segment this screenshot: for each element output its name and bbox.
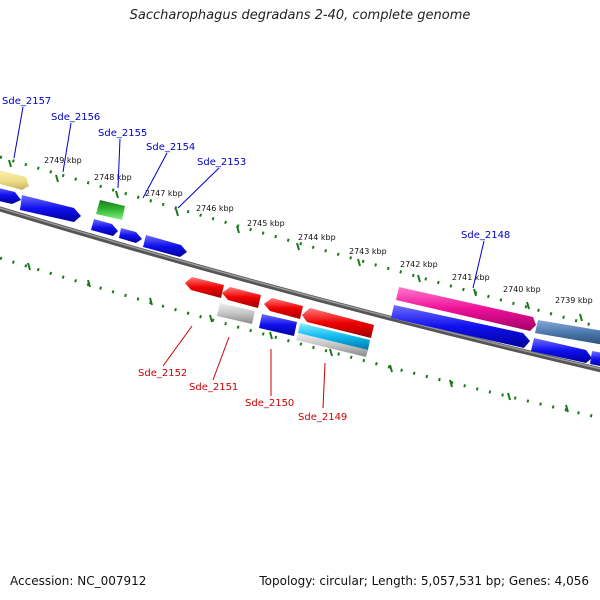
gene-label[interactable]: Sde_2153 <box>197 157 246 168</box>
gene-arrow[interactable] <box>590 351 600 368</box>
kbp-label: 2748 kbp <box>94 173 132 182</box>
genome-info-text: Topology: circular; Length: 5,057,531 bp… <box>259 574 589 588</box>
kbp-label: 2747 kbp <box>145 189 183 198</box>
gene-arrow[interactable] <box>391 305 530 348</box>
gene-arrow[interactable] <box>96 200 125 220</box>
kbp-label: 2742 kbp <box>400 260 438 269</box>
kbp-labels: 2749 kbp 2748 kbp 2747 kbp 2746 kbp 2745… <box>44 156 593 305</box>
gene-labels: Sde_2157 Sde_2156 Sde_2155 Sde_2154 Sde_… <box>2 96 510 423</box>
gene-arrow[interactable] <box>119 228 142 243</box>
gene-label[interactable]: Sde_2155 <box>98 128 147 139</box>
leader-lines <box>13 106 485 409</box>
kbp-label: 2745 kbp <box>247 219 285 228</box>
gene-label[interactable]: Sde_2156 <box>51 112 100 123</box>
kbp-label: 2740 kbp <box>503 285 541 294</box>
gene-arrow[interactable] <box>298 323 370 350</box>
kbp-label: 2739 kbp <box>555 296 593 305</box>
map-title: Saccharophagus degradans 2-40, complete … <box>129 8 471 23</box>
gene-label[interactable]: Sde_2150 <box>245 398 294 409</box>
forward-genes <box>0 168 600 368</box>
gene-arrow[interactable] <box>0 168 29 190</box>
gene-arrow[interactable] <box>535 320 600 346</box>
gene-arrow[interactable] <box>531 338 592 363</box>
gene-arrow[interactable] <box>185 277 224 298</box>
gene-arrow[interactable] <box>396 287 536 331</box>
gene-arrow[interactable] <box>302 308 374 338</box>
gene-arrow[interactable] <box>222 287 261 308</box>
backbone-line <box>0 206 600 373</box>
kbp-label: 2741 kbp <box>452 273 490 282</box>
gene-label[interactable]: Sde_2148 <box>461 230 510 241</box>
gene-label[interactable]: Sde_2157 <box>2 96 51 107</box>
kbp-label: 2743 kbp <box>349 247 387 256</box>
gene-label[interactable]: Sde_2149 <box>298 412 347 423</box>
gene-arrow[interactable] <box>91 219 118 236</box>
gene-arrow[interactable] <box>259 314 297 336</box>
gene-arrow[interactable] <box>20 195 81 222</box>
kbp-label: 2744 kbp <box>298 233 336 242</box>
gene-arrow[interactable] <box>143 235 187 257</box>
gene-arrow[interactable] <box>0 186 21 204</box>
gene-arrow[interactable] <box>217 303 255 324</box>
kbp-label: 2749 kbp <box>44 156 82 165</box>
inner-ticks <box>0 256 600 420</box>
accession-text: Accession: NC_007912 <box>10 574 147 588</box>
gene-arrow[interactable] <box>264 298 303 319</box>
reverse-genes <box>185 277 374 357</box>
gene-label[interactable]: Sde_2154 <box>146 142 195 153</box>
gene-arrow[interactable] <box>296 333 368 357</box>
outer-ticks <box>0 155 600 329</box>
kbp-label: 2746 kbp <box>196 204 234 213</box>
gene-label[interactable]: Sde_2152 <box>138 368 187 379</box>
gene-label[interactable]: Sde_2151 <box>189 382 238 393</box>
